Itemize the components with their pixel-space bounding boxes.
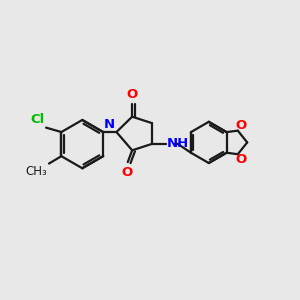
Text: NH: NH	[167, 137, 189, 150]
Text: O: O	[235, 153, 246, 166]
Text: N: N	[104, 118, 115, 131]
Text: O: O	[121, 166, 133, 178]
Text: O: O	[235, 119, 246, 132]
Text: CH₃: CH₃	[26, 165, 47, 178]
Text: Cl: Cl	[30, 113, 44, 126]
Text: O: O	[127, 88, 138, 101]
